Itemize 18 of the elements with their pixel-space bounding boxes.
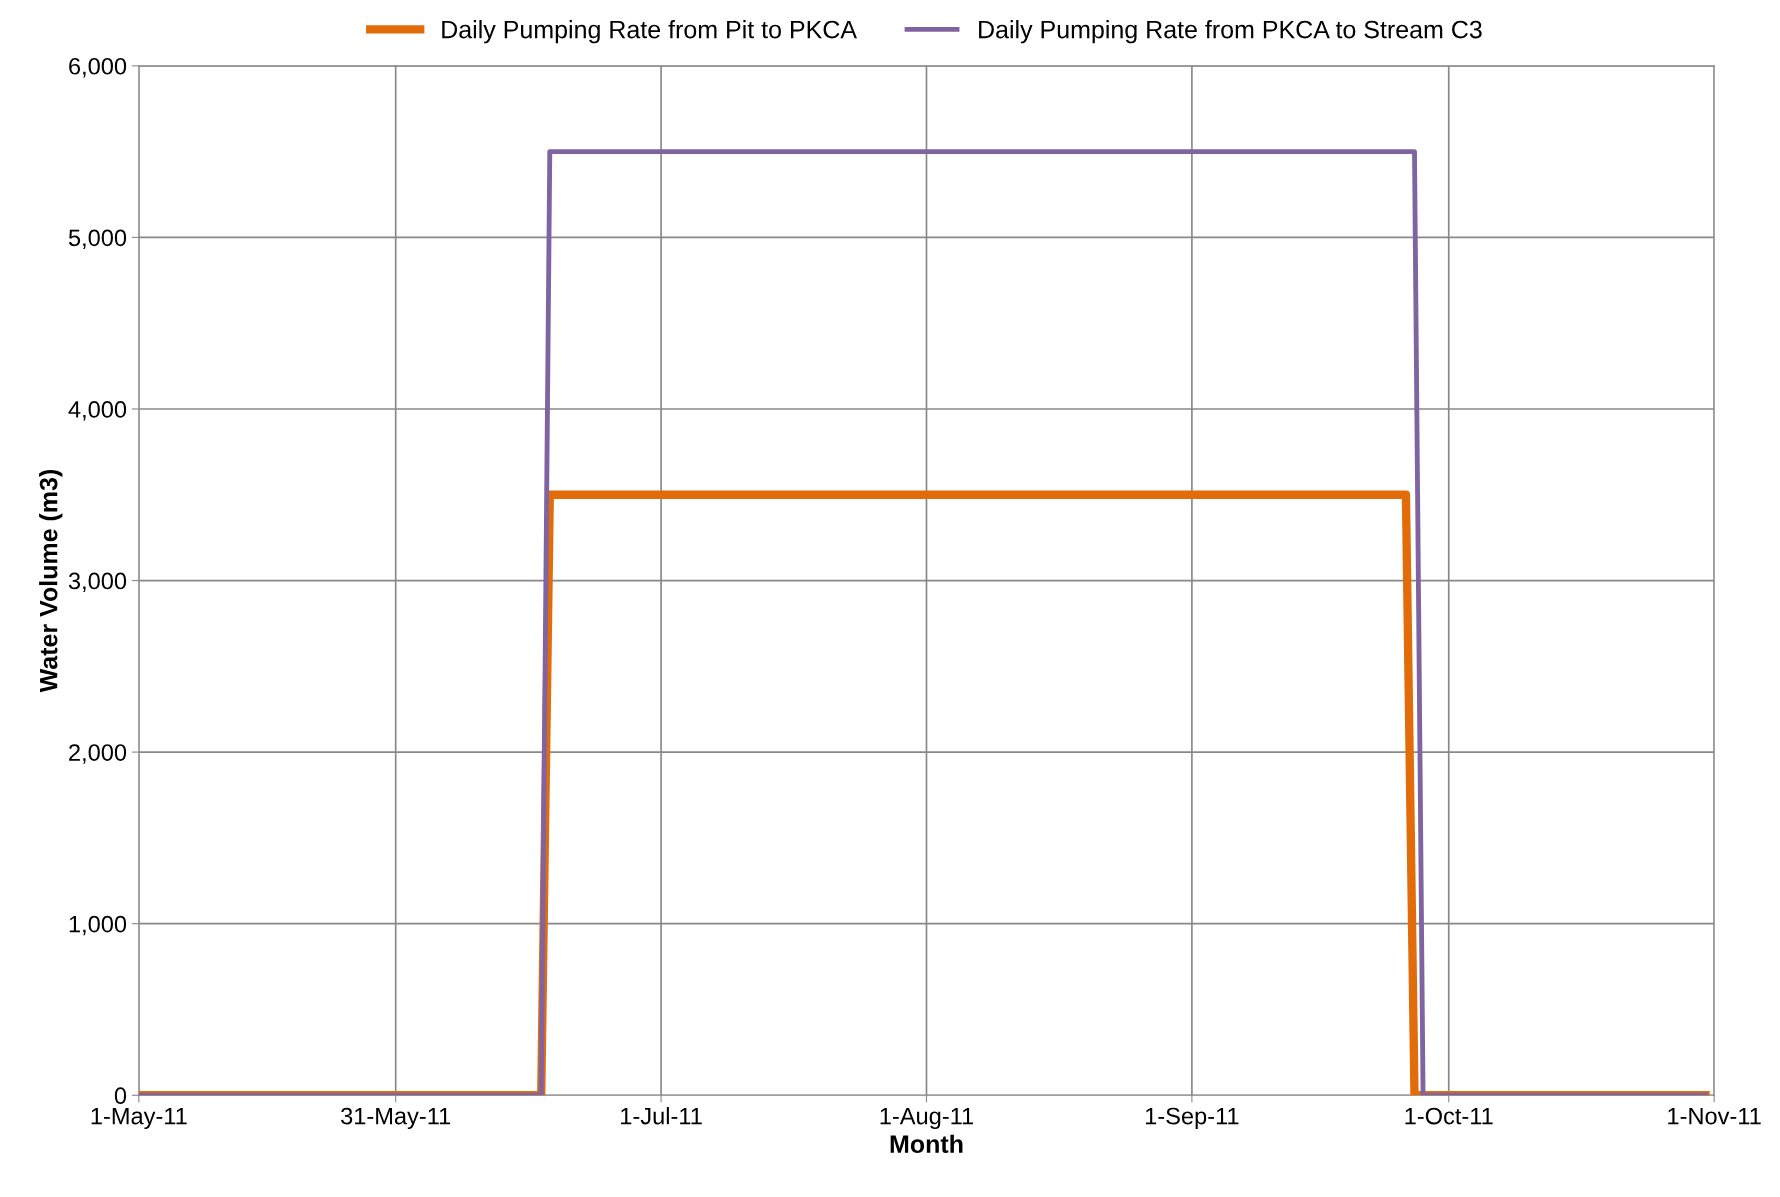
y-tick-label: 2,000 [69, 744, 127, 764]
x-tick-label: 1-Oct-11 [1405, 1107, 1493, 1125]
y-tick-label: 4,000 [68, 401, 127, 421]
y-tick-label: 1,000 [69, 915, 127, 936]
x-tick-label: 1-Nov-11 [1668, 1107, 1761, 1125]
legend-label: Daily Pumping Rate from PKCA to Stream C3 [979, 20, 1482, 44]
y-axis-title: Water Volume (m3) [39, 469, 63, 693]
y-tick-label: 3,000 [68, 572, 127, 593]
y-tick-label: 0 [114, 1087, 127, 1105]
x-tick-label: 1-Jul-11 [621, 1107, 702, 1125]
x-tick-label: 31-May-11 [341, 1107, 451, 1130]
x-tick-label: 1-Sep-11 [1146, 1107, 1239, 1130]
legend-label: Daily Pumping Rate from Pit to PKCA [442, 20, 857, 44]
x-tick-label: 1-Aug-11 [880, 1107, 974, 1130]
x-axis-title: Month [890, 1134, 963, 1153]
y-tick-label: 5,000 [68, 229, 127, 249]
y-tick-label: 6,000 [69, 57, 127, 78]
x-tick-label: 1-May-11 [91, 1107, 187, 1130]
